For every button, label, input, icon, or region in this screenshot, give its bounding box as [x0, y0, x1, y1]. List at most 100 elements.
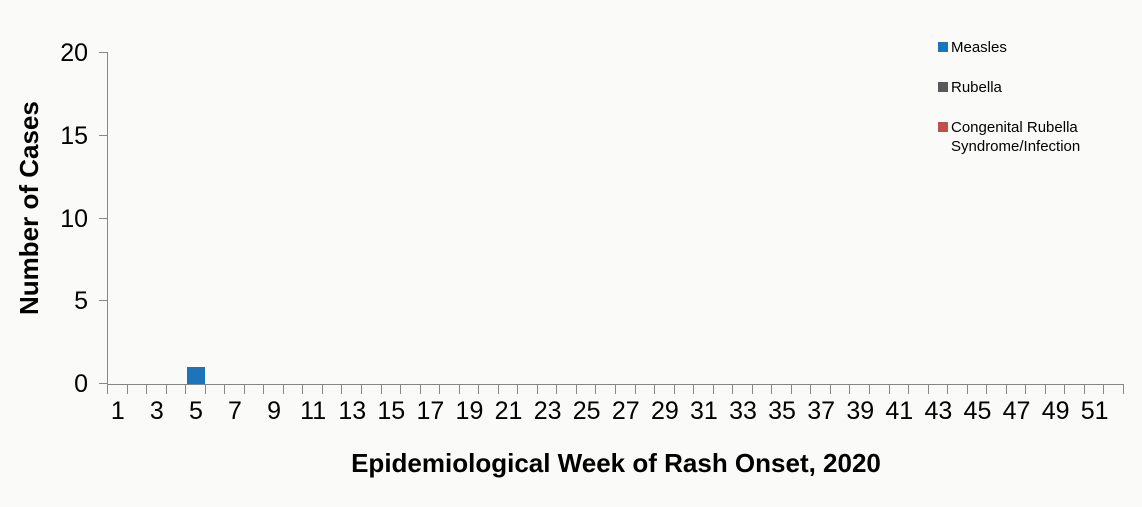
- x-axis-tick: [400, 385, 402, 394]
- x-axis-tick: [224, 385, 226, 394]
- x-axis-tick-label: 45: [963, 397, 992, 425]
- x-axis-tick-label: 13: [338, 397, 367, 425]
- bar-measles-week-5: [186, 367, 206, 384]
- x-axis-tick: [575, 385, 577, 394]
- x-axis-tick-label: 17: [416, 397, 445, 425]
- x-axis-tick: [849, 385, 851, 394]
- legend-label: Measles: [951, 39, 1007, 56]
- x-axis-tick: [380, 385, 382, 394]
- x-axis-tick-label: 37: [807, 397, 836, 425]
- x-axis-tick-label: 11: [300, 397, 327, 425]
- x-axis-tick: [908, 385, 910, 394]
- x-axis-tick: [126, 385, 128, 394]
- x-axis-tick: [165, 385, 167, 394]
- x-axis-tick-label: 9: [267, 397, 282, 425]
- x-axis-tick: [810, 385, 812, 394]
- x-axis-tick: [732, 385, 734, 394]
- x-axis-tick: [595, 385, 597, 394]
- x-axis-tick-label: 1: [110, 397, 125, 425]
- x-axis-tick: [478, 385, 480, 394]
- x-axis-tick: [790, 385, 792, 394]
- x-axis-tick: [439, 385, 441, 394]
- x-axis-tick: [1083, 385, 1085, 394]
- legend-item-congenital-rubella-syndrome-infection: Congenital Rubella Syndrome/Infection: [938, 118, 1096, 156]
- x-axis-tick: [243, 385, 245, 394]
- legend: Measles Rubella Congenital Rubella Syndrom…: [938, 38, 1096, 177]
- x-axis-tick: [712, 385, 714, 394]
- x-axis-tick-label: 5: [188, 397, 203, 425]
- x-axis-tick: [615, 385, 616, 394]
- x-axis-tick: [497, 385, 499, 394]
- legend-swatch-icon: [938, 42, 948, 52]
- x-axis-tick-label: 15: [377, 397, 406, 425]
- legend-label: Rubella: [951, 79, 1002, 96]
- x-axis-tick-label: 29: [650, 397, 679, 425]
- x-axis-tick-label: 25: [572, 397, 601, 425]
- x-axis-tick: [927, 385, 929, 394]
- x-axis-tick: [302, 385, 304, 394]
- y-axis-tick: [99, 300, 108, 302]
- legend-swatch-icon: [938, 82, 948, 92]
- x-axis-tick: [556, 385, 558, 394]
- x-axis-tick: [771, 385, 773, 394]
- y-axis-tick: [99, 383, 108, 384]
- y-axis-tick-label: 10: [60, 204, 88, 233]
- x-axis-tick-label: 31: [690, 397, 718, 425]
- y-axis-tick: [99, 217, 108, 219]
- x-axis-tick: [986, 385, 988, 394]
- x-axis-tick: [654, 385, 656, 394]
- x-axis-tick-label: 35: [768, 397, 796, 425]
- x-axis-tick: [282, 385, 284, 394]
- x-axis-tick-label: 19: [455, 397, 484, 425]
- x-axis-tick: [673, 385, 675, 394]
- legend-item-measles: Measles: [938, 38, 1096, 57]
- x-axis-tick: [536, 385, 538, 394]
- x-axis-tick-label: 39: [846, 397, 875, 425]
- x-axis-tick-label: 3: [149, 397, 164, 425]
- x-axis-tick-label: 33: [729, 397, 757, 425]
- y-axis-line: [107, 53, 108, 384]
- x-axis-tick: [1005, 385, 1007, 394]
- x-axis-tick-label: 27: [611, 397, 640, 425]
- x-axis-tick: [1103, 385, 1105, 394]
- x-axis-tick: [185, 385, 187, 394]
- x-axis-tick: [947, 385, 949, 394]
- y-axis-tick-label: 0: [74, 370, 88, 398]
- x-axis-tick: [888, 385, 890, 394]
- x-axis-line: [107, 384, 1124, 385]
- x-axis-tick: [517, 385, 519, 394]
- y-axis-tick: [99, 52, 108, 53]
- x-axis-tick: [751, 385, 753, 394]
- x-axis-tick: [204, 385, 206, 394]
- x-axis-tick: [1123, 385, 1124, 394]
- x-axis-tick-label: 49: [1041, 397, 1070, 425]
- x-axis-tick: [107, 385, 108, 394]
- x-axis-tick-label: 21: [494, 397, 523, 425]
- x-axis-tick: [361, 385, 362, 394]
- x-axis-tick: [693, 385, 695, 394]
- x-axis-tick: [263, 385, 265, 394]
- x-axis-tick: [1064, 385, 1066, 394]
- x-axis-tick-label: 23: [533, 397, 562, 425]
- y-axis-tick-label: 5: [74, 287, 88, 316]
- legend-label: Congenital Rubella Syndrome/Infection: [951, 119, 1081, 155]
- x-axis-tick: [829, 385, 831, 394]
- x-axis-tick-label: 41: [885, 397, 914, 425]
- x-axis-tick: [1025, 385, 1027, 394]
- legend-swatch-icon: [938, 122, 948, 132]
- x-axis-tick: [966, 385, 968, 394]
- x-axis-tick: [634, 385, 636, 394]
- x-axis-title: Epidemiological Week of Rash Onset, 2020: [351, 448, 881, 478]
- x-axis-tick: [458, 385, 460, 394]
- x-axis-tick-label: 43: [924, 397, 953, 425]
- x-axis-tick: [869, 385, 870, 394]
- y-axis-tick-label: 15: [60, 121, 88, 150]
- x-axis-tick: [321, 385, 323, 394]
- x-axis-tick: [146, 385, 148, 394]
- y-axis-tick: [99, 134, 108, 136]
- x-axis-tick: [341, 385, 343, 394]
- x-axis-tick-label: 51: [1080, 397, 1109, 425]
- x-axis-tick-label: 7: [228, 397, 242, 425]
- y-axis-tick-label: 20: [60, 39, 88, 67]
